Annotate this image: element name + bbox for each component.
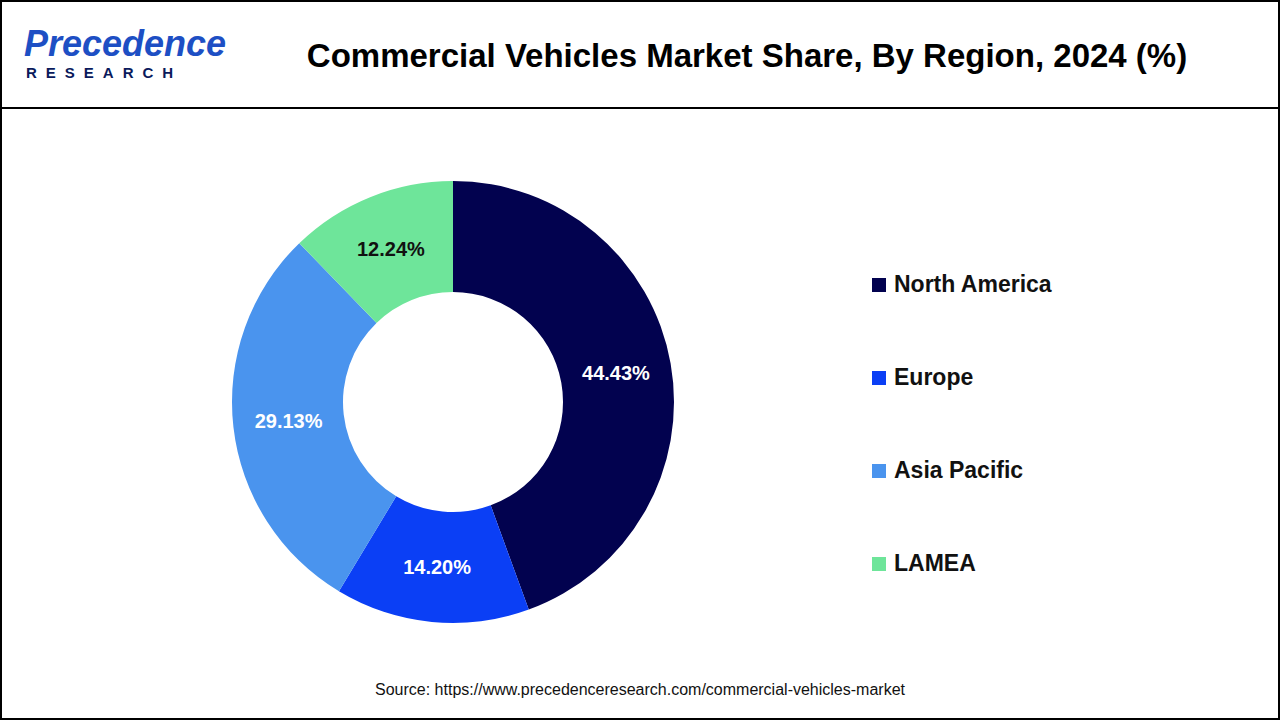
html-text:Precedence: Precedence bbox=[24, 23, 227, 64]
html-text:Asia Pacific: Asia Pacific bbox=[894, 457, 1024, 483]
html-text:RESEARCH: RESEARCH bbox=[26, 64, 183, 81]
html-text:LAMEA: LAMEA bbox=[894, 550, 976, 576]
svg-text:29.13%: 29.13% bbox=[255, 410, 323, 432]
svg-text:12.24%: 12.24% bbox=[357, 238, 425, 260]
html-text:Source: https://www.precedence: Source: https://www.precedenceresearch.c… bbox=[375, 681, 905, 698]
svg-text:44.43%: 44.43% bbox=[582, 362, 650, 384]
svg-text:14.20%: 14.20% bbox=[403, 556, 471, 578]
html-text:Europe: Europe bbox=[894, 364, 974, 390]
html-text:North America: North America bbox=[894, 271, 1052, 297]
html-text:Commercial Vehicles Market Sha: Commercial Vehicles Market Share, By Reg… bbox=[306, 37, 1188, 74]
